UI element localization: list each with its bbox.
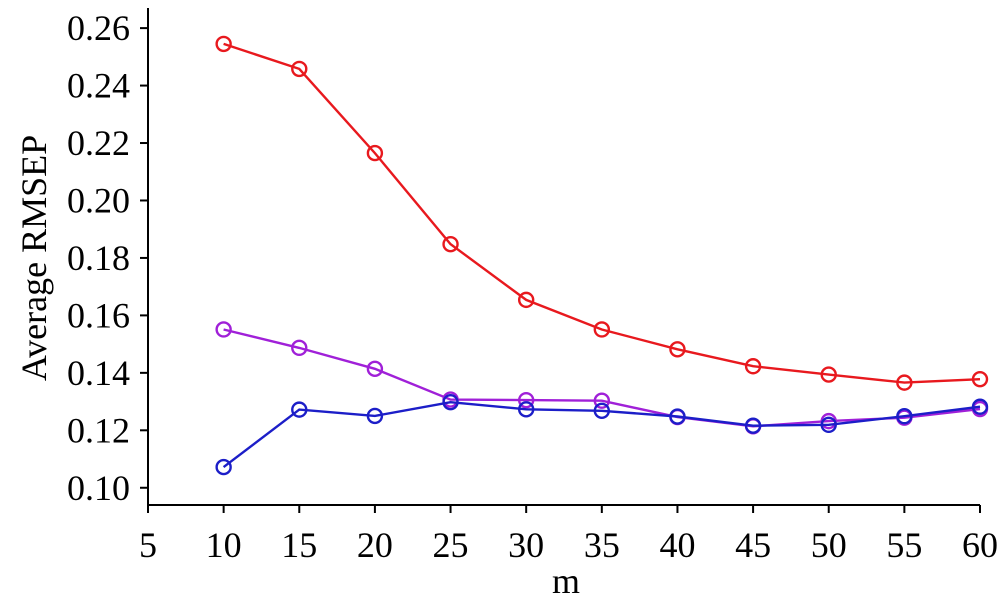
series-layer <box>215 35 989 476</box>
data-point <box>215 35 232 53</box>
data-point <box>593 402 611 419</box>
y-tick-label: 0.26 <box>67 8 130 48</box>
y-axis-title: Average RMSEP <box>14 135 54 381</box>
x-tick-label: 25 <box>433 525 469 565</box>
y-tick-label: 0.14 <box>67 353 130 393</box>
data-point <box>593 321 611 338</box>
y-ticks: 0.10 0.12 0.14 0.16 0.18 0.20 0.22 0.24 0.26 <box>67 8 148 508</box>
data-point <box>517 401 535 418</box>
data-point <box>517 391 535 409</box>
series-1 <box>215 35 989 391</box>
y-tick-label: 0.20 <box>67 180 130 220</box>
y-tick-label: 0.22 <box>67 123 130 163</box>
data-point <box>366 144 384 162</box>
data-point <box>291 60 308 78</box>
x-tick-label: 10 <box>206 525 242 565</box>
data-point <box>971 370 989 388</box>
x-tick-label: 5 <box>139 525 157 565</box>
x-tick-label: 40 <box>659 525 695 565</box>
data-point <box>291 401 308 418</box>
y-tick-label: 0.18 <box>67 238 130 278</box>
data-point <box>366 360 384 378</box>
axes <box>147 8 980 506</box>
x-tick-label: 15 <box>281 525 317 565</box>
x-ticks: 5 10 15 20 25 30 35 40 45 50 55 60 <box>139 505 998 565</box>
data-point <box>593 392 611 409</box>
x-tick-label: 55 <box>886 525 922 565</box>
data-point <box>744 417 762 434</box>
data-point <box>744 358 762 375</box>
series-line <box>223 328 981 428</box>
data-point <box>442 235 459 253</box>
y-tick-label: 0.16 <box>67 295 130 335</box>
data-point <box>820 366 837 383</box>
series-line <box>223 42 981 384</box>
x-tick-label: 45 <box>735 525 771 565</box>
x-axis-title: m <box>552 561 580 601</box>
x-tick-label: 35 <box>584 525 620 565</box>
data-point <box>215 321 232 338</box>
data-point <box>442 393 459 411</box>
data-point <box>366 407 384 425</box>
data-point <box>971 398 989 415</box>
data-point <box>215 458 232 476</box>
x-tick-label: 50 <box>811 525 847 565</box>
y-tick-label: 0.12 <box>67 410 130 450</box>
data-point <box>517 291 535 309</box>
series-line <box>222 400 981 469</box>
data-point <box>896 408 913 425</box>
data-point <box>896 374 913 391</box>
data-point <box>291 339 308 357</box>
x-tick-label: 30 <box>508 525 544 565</box>
y-tick-label: 0.10 <box>67 468 130 508</box>
series-3 <box>215 393 989 476</box>
data-point <box>669 341 686 358</box>
x-tick-label: 20 <box>357 525 393 565</box>
x-tick-label: 60 <box>962 525 998 565</box>
y-tick-label: 0.24 <box>67 66 130 106</box>
data-point <box>669 408 686 425</box>
data-point <box>820 416 837 434</box>
